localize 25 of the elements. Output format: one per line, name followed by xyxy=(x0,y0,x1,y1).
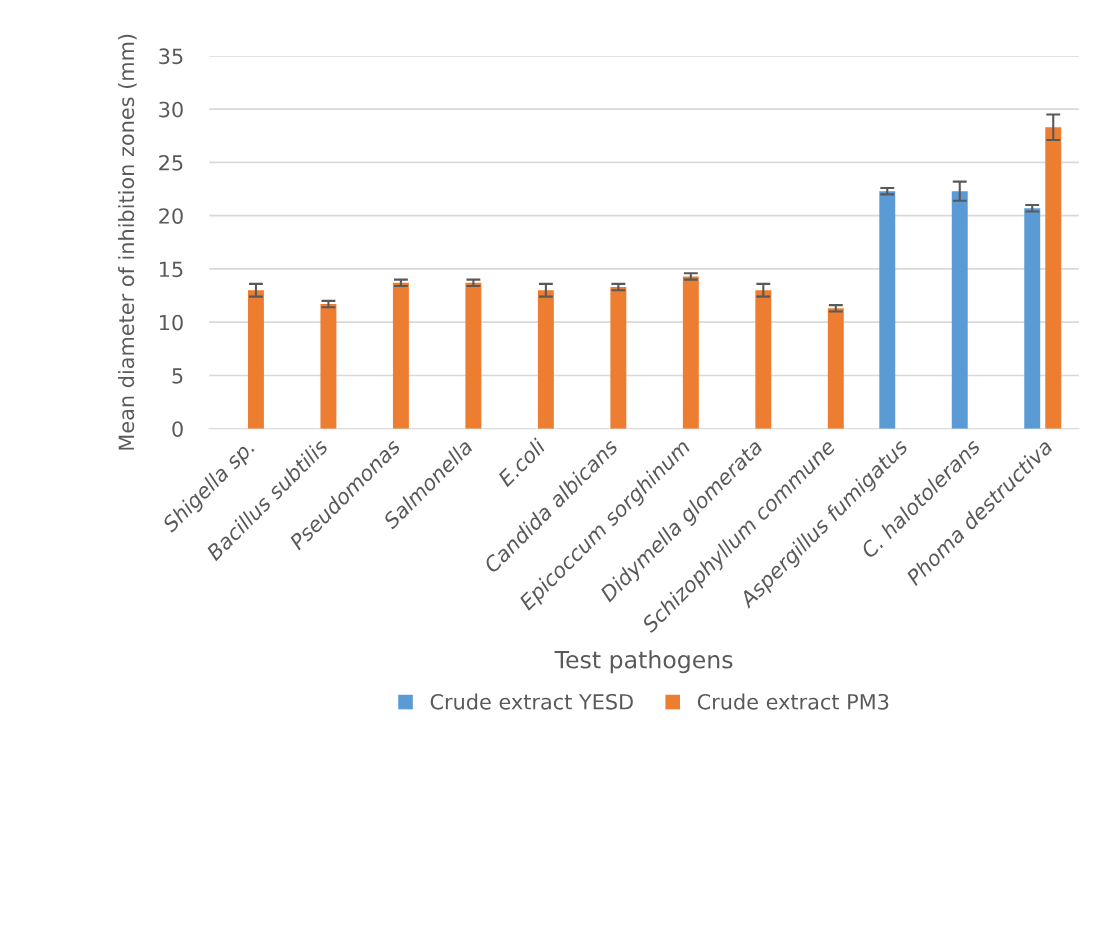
bar xyxy=(537,290,554,429)
bar xyxy=(247,290,264,429)
y-tick-label: 20 xyxy=(159,208,183,224)
x-axis-title: Test pathogens xyxy=(554,650,733,674)
y-tick-label: 10 xyxy=(159,314,183,331)
bar xyxy=(879,191,896,429)
y-axis-title: Mean diameter of inhibition zones (mm) xyxy=(118,34,137,450)
bar xyxy=(1045,127,1062,429)
y-tick-label: 5 xyxy=(172,368,183,384)
y-tick-label: 35 xyxy=(159,48,183,65)
y-tick-label: 25 xyxy=(159,154,183,171)
legend-label: Crude extract PM3 xyxy=(697,693,889,710)
bar xyxy=(392,282,409,429)
bar xyxy=(951,191,968,429)
y-tick-label: 15 xyxy=(159,261,183,278)
y-tick-label: 30 xyxy=(159,101,183,118)
bar xyxy=(827,308,844,429)
bar xyxy=(1024,208,1041,429)
legend-label: Crude extract YESD xyxy=(430,693,633,710)
bar xyxy=(610,287,627,429)
bar xyxy=(320,304,337,429)
y-tick-label: 0 xyxy=(172,421,183,437)
bar xyxy=(682,276,699,429)
bar xyxy=(755,290,772,429)
bar xyxy=(465,282,482,429)
